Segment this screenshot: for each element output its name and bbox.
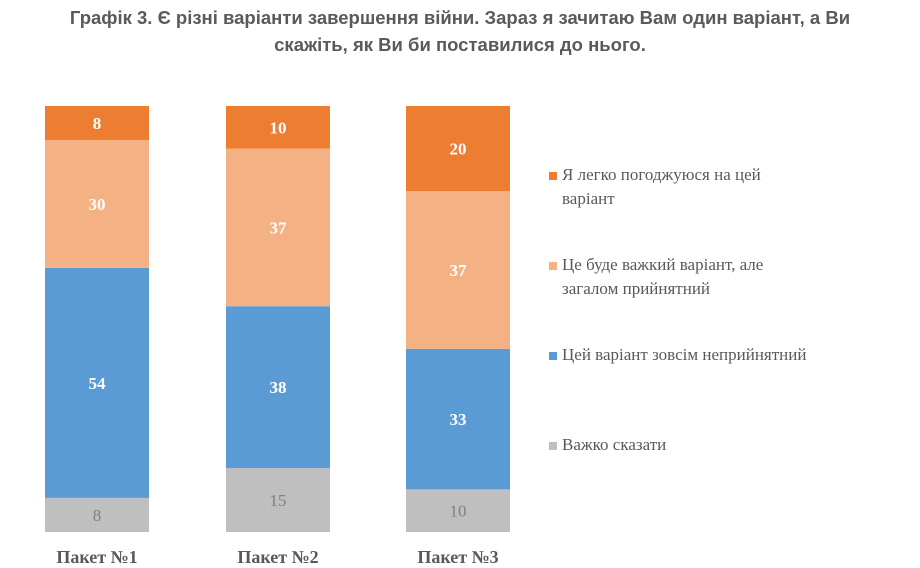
- legend-swatch: [549, 442, 557, 450]
- data-label: 10: [270, 118, 287, 137]
- chart-title-line-2: скажіть, як Ви би поставилися до нього.: [274, 34, 646, 55]
- data-label: 20: [450, 140, 467, 159]
- data-label: 8: [93, 506, 102, 525]
- data-label: 10: [450, 502, 467, 521]
- data-label: 38: [270, 378, 287, 397]
- bar-segment: [45, 106, 149, 141]
- bar-segment: [226, 468, 330, 532]
- bar-segment: [45, 140, 149, 268]
- category-label: Пакет №1: [56, 547, 137, 567]
- bar-segment: [406, 191, 510, 349]
- legend-swatch: [549, 172, 557, 180]
- bar-segment: [226, 106, 330, 149]
- bar-segment: [45, 497, 149, 532]
- legend-label: Цей варіант зовсім неприйнятний: [562, 345, 806, 364]
- legend-label: Це буде важкий варіант, але: [562, 255, 763, 274]
- bar-segment: [45, 267, 149, 498]
- bar-segment: [406, 106, 510, 192]
- chart-title: Графік 3. Є різні варіанти завершення ві…: [0, 4, 920, 58]
- data-label: 8: [93, 114, 102, 133]
- data-label: 37: [450, 261, 468, 280]
- bar-segment: [406, 489, 510, 532]
- category-label: Пакет №3: [417, 547, 498, 567]
- legend-label: загалом прийнятний: [562, 279, 710, 298]
- chart-title-line-1: Графік 3. Є різні варіанти завершення ві…: [69, 7, 851, 28]
- data-label: 37: [270, 218, 288, 237]
- legend-label: Я легко погоджуюся на цей: [562, 165, 761, 184]
- data-label: 30: [89, 195, 106, 214]
- bar-segment: [406, 348, 510, 490]
- data-label: 54: [89, 374, 107, 393]
- legend-swatch: [549, 262, 557, 270]
- legend-label: варіант: [562, 189, 615, 208]
- category-label: Пакет №2: [237, 547, 318, 567]
- bar-segment: [226, 306, 330, 469]
- bar-segment: [226, 148, 330, 307]
- legend-label: Важко сказати: [562, 435, 666, 454]
- data-label: 15: [270, 491, 287, 510]
- legend-swatch: [549, 352, 557, 360]
- data-label: 33: [450, 410, 467, 429]
